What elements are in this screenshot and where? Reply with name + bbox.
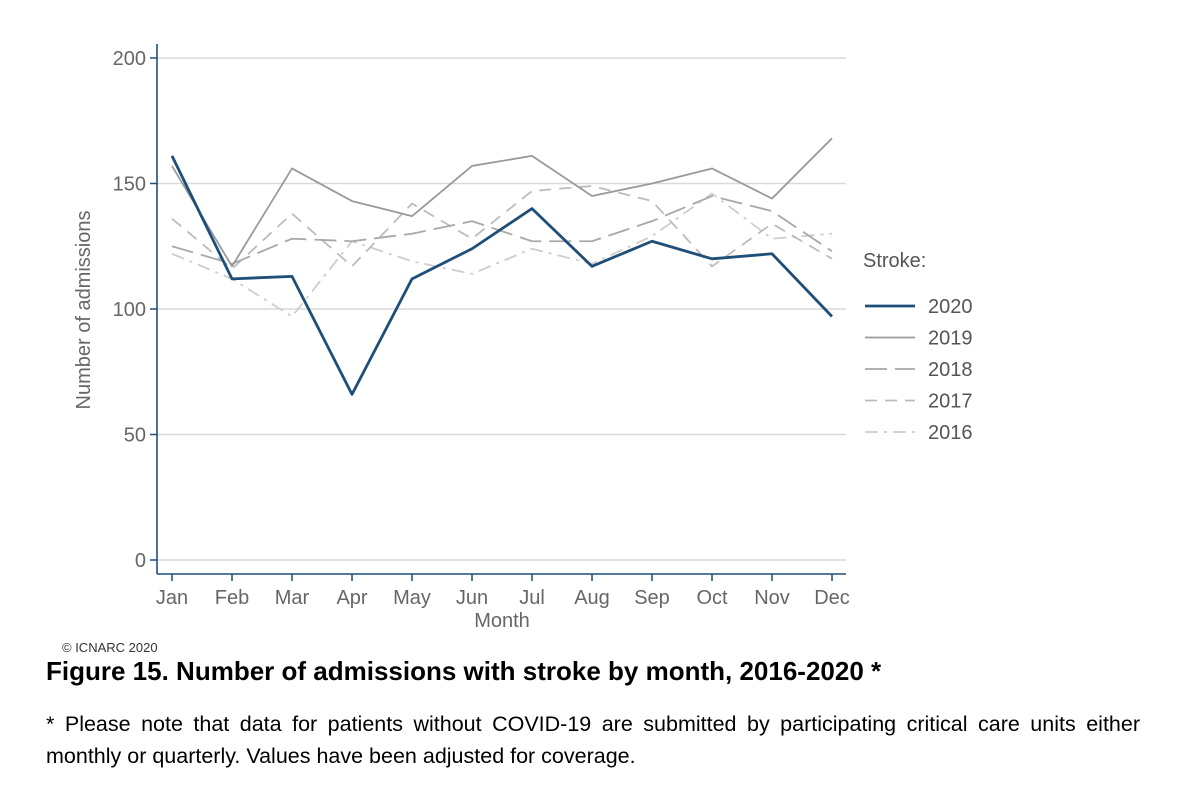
- y-axis-ticks: 0 50 100 150 200: [113, 48, 157, 572]
- figure-caption-title: Figure 15. Number of admissions with str…: [46, 656, 882, 686]
- x-tick-label: Nov: [754, 587, 790, 609]
- copyright-text: © ICNARC 2020: [62, 640, 158, 655]
- legend-label-2017: 2017: [928, 391, 973, 413]
- legend-label-2019: 2019: [928, 328, 973, 350]
- gridlines: [157, 57, 846, 561]
- series-line-2017: [171, 185, 833, 270]
- x-tick-label: Oct: [696, 587, 728, 609]
- legend-title: Stroke:: [863, 250, 926, 272]
- x-tick-label: Aug: [574, 587, 610, 609]
- x-tick-label: Sep: [634, 587, 670, 609]
- y-tick-label: 150: [113, 174, 146, 196]
- series-line-2018: [171, 195, 833, 265]
- series-lines: [170, 137, 834, 396]
- y-tick-label: 0: [135, 550, 146, 572]
- x-tick-label: Jan: [156, 587, 188, 609]
- x-tick-label: Feb: [215, 587, 249, 609]
- series-line-2019: [171, 137, 833, 268]
- legend: Stroke: 2020 2019 2018 2017 2016: [863, 250, 973, 444]
- y-tick-label: 200: [113, 48, 146, 70]
- legend-label-2016: 2016: [928, 422, 973, 444]
- series-line-2020: [170, 155, 834, 396]
- legend-label-2020: 2020: [928, 296, 973, 318]
- x-axis-ticks: Jan Feb Mar Apr May Jun Jul Aug Sep Oct Nov Dec: [156, 574, 850, 609]
- x-tick-label: Dec: [814, 587, 850, 609]
- figure-caption-note: * Please note that data for patients wit…: [46, 712, 1140, 768]
- x-tick-label: Jun: [456, 587, 488, 609]
- x-tick-label: Apr: [336, 587, 367, 609]
- y-tick-label: 100: [113, 299, 146, 321]
- x-tick-label: May: [393, 587, 431, 609]
- series-line-2016: [171, 192, 833, 318]
- x-tick-label: Jul: [519, 587, 545, 609]
- stroke-admissions-chart: 0 50 100 150 200 Jan Feb Mar Apr May Jun Jul Aug Sep…: [73, 44, 973, 632]
- x-axis-label: Month: [474, 610, 530, 632]
- y-axis-label: Number of admissions: [73, 211, 95, 410]
- legend-label-2018: 2018: [928, 359, 973, 381]
- x-tick-label: Mar: [275, 587, 310, 609]
- y-tick-label: 50: [124, 425, 146, 447]
